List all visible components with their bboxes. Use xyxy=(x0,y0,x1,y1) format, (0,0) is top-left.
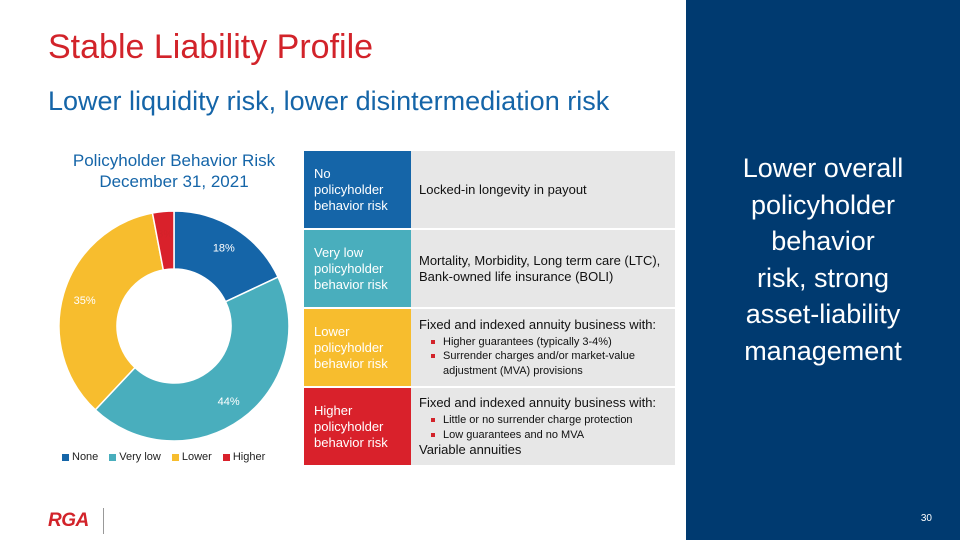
risk-category-cell: Very low policyholder behavior risk xyxy=(304,230,411,307)
risk-description-text: Fixed and indexed annuity business with: xyxy=(419,316,657,332)
bullet-list: Little or no surrender charge protection… xyxy=(419,413,667,442)
risk-description-cell: Fixed and indexed annuity business with:… xyxy=(411,388,675,465)
risk-description-extra: Variable annuities xyxy=(419,442,522,457)
risk-description-cell: Locked-in longevity in payout xyxy=(411,151,675,228)
donut-slice-lower xyxy=(58,212,165,411)
legend-swatch-lower xyxy=(171,453,179,461)
chart-subtitle-line: December 31, 2021 xyxy=(99,172,249,191)
legend-swatch-none xyxy=(62,453,69,461)
slide-subtitle: Lower liquidity risk, lower disintermedi… xyxy=(48,86,610,116)
legend-label-lower: Lower xyxy=(181,451,212,463)
risk-row-very-low: Very low policyholder behavior risk Mort… xyxy=(304,230,675,307)
risk-description-text: Mortality, Morbidity, Long term care (LT… xyxy=(419,252,661,284)
summary-line: asset-liability xyxy=(745,299,901,329)
company-logo: RGA xyxy=(48,508,104,534)
legend-label-very-low: Very low xyxy=(119,451,161,463)
bullet-list: Higher guarantees (typically 3-4%) Surre… xyxy=(419,335,667,379)
legend-swatch-higher xyxy=(222,453,230,461)
risk-description-text: Fixed and indexed annuity business with: xyxy=(419,395,657,410)
donut-label-none: 18% xyxy=(213,242,235,254)
bullet-item: Surrender charges and/or market-value ad… xyxy=(419,349,667,378)
donut-label-lower: 35% xyxy=(74,295,96,307)
bullet-item: Little or no surrender charge protection xyxy=(419,413,667,428)
summary-line: Lower overall xyxy=(742,153,904,183)
risk-table: No policyholder behavior risk Locked-in … xyxy=(304,151,675,467)
summary-panel: Lower overall policyholder behavior risk… xyxy=(686,0,960,540)
legend-item-higher: Higher xyxy=(222,451,266,463)
legend-label-none: None xyxy=(72,451,99,463)
risk-category-label: No policyholder behavior risk xyxy=(314,165,388,213)
donut-label-very-low: 44% xyxy=(218,396,240,408)
bullet-item: Higher guarantees (typically 3-4%) xyxy=(419,335,667,350)
risk-row-none: No policyholder behavior risk Locked-in … xyxy=(304,151,675,228)
legend-item-none: None xyxy=(62,451,98,463)
summary-line: risk, strong xyxy=(756,262,890,293)
legend-swatch-very-low xyxy=(109,453,117,461)
risk-category-cell: Higher policyholder behavior risk xyxy=(304,388,411,465)
donut-slice-very-low xyxy=(94,276,290,442)
donut-label-higher: 3% xyxy=(157,228,173,240)
risk-category-cell: Lower policyholder behavior risk xyxy=(304,309,411,386)
logo-divider xyxy=(102,508,104,534)
risk-category-label: Very low policyholder behavior risk xyxy=(314,244,388,292)
summary-line: behavior xyxy=(771,226,875,256)
legend-label-higher: Higher xyxy=(232,451,266,463)
legend-item-very-low: Very low xyxy=(109,451,161,463)
risk-row-lower: Lower policyholder behavior risk Fixed a… xyxy=(304,309,675,386)
summary-line: policyholder xyxy=(750,189,896,220)
donut-chart: 18% 44% 35% 3% xyxy=(58,210,290,442)
bullet-item: Low guarantees and no MVA xyxy=(419,428,667,443)
risk-category-cell: No policyholder behavior risk xyxy=(304,151,411,228)
logo-text: RGA xyxy=(48,510,89,531)
donut-slice-higher xyxy=(151,210,175,271)
risk-description-cell: Mortality, Morbidity, Long term care (LT… xyxy=(411,230,675,307)
chart-title: Policyholder Behavior Risk December 31, … xyxy=(52,150,296,192)
chart-title-line: Policyholder Behavior Risk xyxy=(72,151,276,170)
summary-line: management xyxy=(744,335,902,366)
summary-text: Lower overall policyholder behavior risk… xyxy=(686,150,960,369)
risk-row-higher: Higher policyholder behavior risk Fixed … xyxy=(304,388,675,465)
legend-item-lower: Lower xyxy=(171,451,212,463)
risk-category-label: Higher policyholder behavior risk xyxy=(314,402,388,450)
risk-category-label: Lower policyholder behavior risk xyxy=(314,323,388,371)
risk-description-text: Locked-in longevity in payout xyxy=(419,181,587,197)
page-number: 30 xyxy=(920,513,932,524)
risk-description-cell: Fixed and indexed annuity business with:… xyxy=(411,309,675,386)
slide-title: Stable Liability Profile xyxy=(48,28,374,66)
chart-legend: None Very low Lower Higher xyxy=(62,451,265,463)
